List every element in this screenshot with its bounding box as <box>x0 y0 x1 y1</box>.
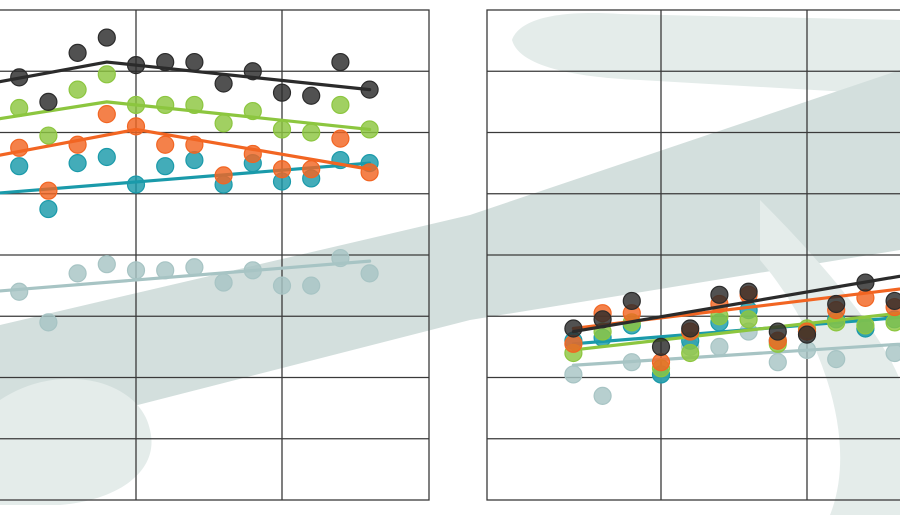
background-bar-diagonal <box>0 70 900 431</box>
chart-panel-right <box>486 9 900 501</box>
data-point <box>302 160 321 179</box>
data-point <box>331 52 350 72</box>
data-point <box>681 343 700 363</box>
data-point <box>768 353 787 372</box>
data-point <box>681 319 700 338</box>
trend-line <box>571 342 900 367</box>
data-point <box>710 337 729 356</box>
data-point <box>331 95 350 115</box>
data-point <box>97 105 116 124</box>
trend-line <box>571 274 900 334</box>
data-point <box>97 147 116 167</box>
data-point <box>68 80 87 99</box>
data-point <box>622 291 641 311</box>
data-point <box>302 276 321 295</box>
data-point <box>39 199 58 219</box>
data-point <box>39 126 58 145</box>
data-point <box>214 74 233 93</box>
data-point <box>214 114 233 133</box>
data-point <box>97 28 116 47</box>
data-point <box>827 294 846 314</box>
data-point <box>856 316 875 335</box>
trend-line <box>0 259 372 293</box>
data-point <box>564 365 583 384</box>
data-point <box>710 285 729 304</box>
data-point <box>797 325 817 344</box>
data-point <box>272 160 292 179</box>
data-point <box>360 163 379 182</box>
data-point <box>885 291 900 311</box>
data-point <box>126 175 146 194</box>
data-point <box>156 95 175 115</box>
data-point <box>97 255 116 274</box>
background-curve-lower <box>0 378 152 505</box>
series-1 <box>0 28 379 111</box>
data-point <box>564 334 583 353</box>
data-point <box>360 264 379 283</box>
grid <box>486 9 900 501</box>
data-point <box>126 261 146 280</box>
data-point <box>68 154 87 173</box>
data-point <box>97 65 116 84</box>
data-point <box>272 120 292 139</box>
data-point <box>768 322 787 341</box>
data-point <box>593 386 612 405</box>
data-point <box>651 337 671 356</box>
series-3 <box>0 105 379 200</box>
data-point <box>39 181 58 200</box>
data-point <box>827 350 846 369</box>
data-point <box>739 310 758 329</box>
data-point <box>651 353 671 372</box>
background-bar-upper <box>512 13 900 95</box>
data-point <box>185 150 204 170</box>
series-4 <box>0 147 379 219</box>
data-point <box>564 319 583 338</box>
data-point <box>68 264 87 283</box>
data-point <box>126 117 146 136</box>
data-point <box>156 157 175 176</box>
data-point <box>39 92 58 111</box>
chart-panel-left <box>0 9 430 501</box>
grid <box>0 9 430 501</box>
data-point <box>272 276 292 295</box>
series-2 <box>0 65 379 145</box>
series-1 <box>564 273 900 356</box>
trend-line <box>0 100 372 132</box>
data-point <box>885 313 900 332</box>
data-point <box>739 282 758 301</box>
data-point <box>10 157 29 176</box>
data-point <box>185 52 204 72</box>
trend-line <box>0 127 372 171</box>
data-point <box>214 166 233 185</box>
data-point <box>302 123 321 142</box>
series-5 <box>0 248 379 332</box>
data-point <box>214 273 233 292</box>
data-point <box>156 135 175 154</box>
data-point <box>302 86 321 105</box>
data-point <box>331 129 350 148</box>
data-point <box>68 43 87 62</box>
data-point <box>39 313 58 332</box>
trend-line <box>0 60 372 92</box>
data-point <box>885 343 900 363</box>
data-point <box>10 282 29 301</box>
data-point <box>272 83 292 102</box>
